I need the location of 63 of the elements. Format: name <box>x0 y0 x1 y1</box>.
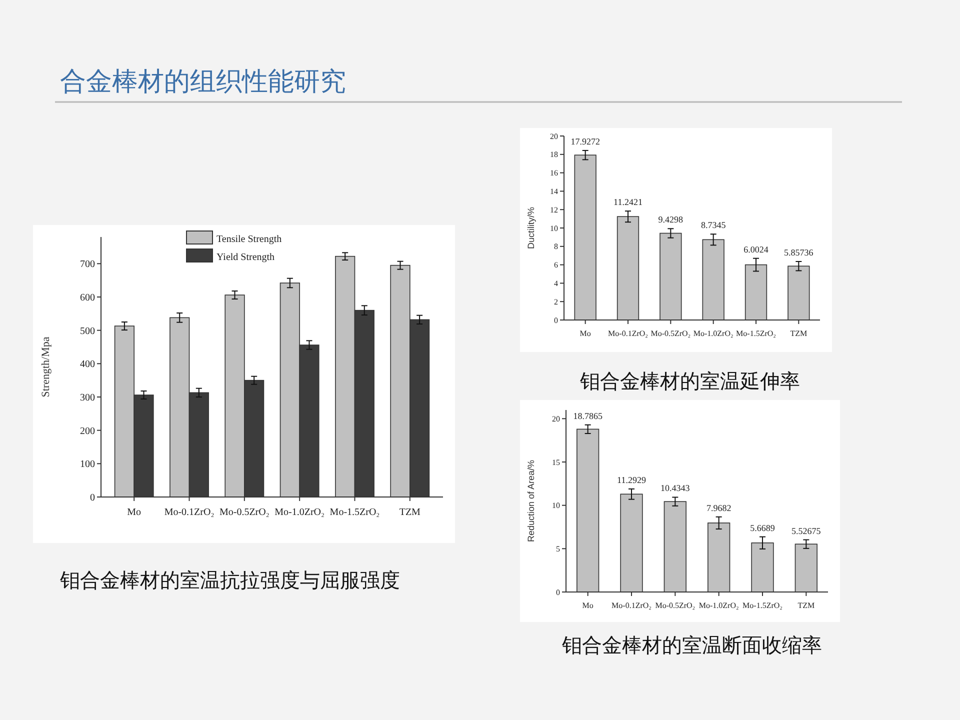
legend-label: Yield Strength <box>216 252 275 263</box>
y-tick-label: 20 <box>550 132 558 141</box>
data-label: 11.2929 <box>617 474 646 485</box>
x-tick-label: Mo-1.0ZrO₂ <box>698 601 739 610</box>
text: 钼合金棒材的室温延伸率 <box>579 370 800 393</box>
data-label: 17.9272 <box>570 136 600 146</box>
data-label: 5.85736 <box>784 248 814 258</box>
x-tick-label: TZM <box>798 601 815 610</box>
y-tick-label: 400 <box>80 359 95 370</box>
y-tick-label: 0 <box>556 588 560 597</box>
x-tick-label: Mo-1.5ZrO₂ <box>742 601 783 610</box>
y-tick-label: 700 <box>80 259 95 270</box>
x-tick-label: Mo <box>127 507 142 518</box>
y-tick-label: 16 <box>550 168 558 178</box>
y-tick-label: 6 <box>554 260 558 270</box>
data-label: 7.9682 <box>706 502 732 513</box>
y-tick-label: 200 <box>80 426 95 437</box>
y-tick-label: 20 <box>552 414 560 424</box>
data-label: 18.7865 <box>573 410 603 421</box>
text: 钼合金棒材的室温抗拉强度与屈服强度 <box>59 569 400 592</box>
y-tick-label: 8 <box>554 242 558 252</box>
y-tick-label: 15 <box>552 458 560 467</box>
x-tick-label: Mo-1.0ZrO₂ <box>693 329 734 338</box>
y-tick-label: 0 <box>90 492 95 504</box>
y-tick-label: 300 <box>80 392 95 404</box>
legend-label: Tensile Strength <box>216 234 282 245</box>
y-tick-label: 100 <box>80 459 95 470</box>
data-label: 5.6689 <box>750 522 776 533</box>
y-tick-label: 10 <box>550 224 558 233</box>
y-tick-label: 0 <box>554 316 558 325</box>
x-tick-label: Mo <box>580 329 591 338</box>
y-tick-label: 600 <box>80 292 95 304</box>
y-axis-title: Reduction of Area/% <box>526 460 536 542</box>
y-tick-label: 18 <box>550 150 558 160</box>
y-tick-label: 4 <box>554 279 558 288</box>
x-tick-label: Mo-0.1ZrO₂ <box>608 329 648 338</box>
x-tick-label: Mo-0.1ZrO₂ <box>164 507 214 518</box>
x-tick-label: Mo-0.5ZrO₂ <box>655 601 696 610</box>
x-tick-label: Mo-1.5ZrO₂ <box>330 507 380 518</box>
y-axis-title: Ductility/% <box>526 206 536 250</box>
data-label: 8.7345 <box>700 220 726 230</box>
x-tick-label: Mo-1.0ZrO₂ <box>274 507 325 518</box>
data-label: 5.52675 <box>792 526 822 536</box>
y-tick-label: 2 <box>554 297 558 306</box>
data-label: 10.4343 <box>660 483 690 494</box>
y-axis-title: Strength/Mpa <box>40 336 52 398</box>
data-label: 6.0024 <box>744 244 769 254</box>
y-tick-label: 5 <box>556 544 560 554</box>
y-tick-label: 500 <box>80 326 95 337</box>
y-tick-label: 14 <box>550 187 558 196</box>
x-tick-label: TZM <box>790 329 808 338</box>
data-label: 11.2421 <box>614 197 642 208</box>
x-tick-label: Mo-0.5ZrO₂ <box>219 507 270 518</box>
x-tick-label: Mo <box>582 601 594 610</box>
x-tick-label: Mo-0.5ZrO₂ <box>650 329 691 338</box>
text: 钼合金棒材的室温断面收缩率 <box>561 634 822 657</box>
y-tick-label: 12 <box>550 205 558 214</box>
data-label: 9.4298 <box>658 214 684 225</box>
x-tick-label: Mo-1.5ZrO₂ <box>736 329 776 338</box>
x-tick-label: TZM <box>399 507 421 518</box>
y-tick-label: 10 <box>552 501 560 510</box>
chart-title: 合金棒材的组织性能研究 <box>60 66 346 96</box>
x-tick-label: Mo-0.1ZrO₂ <box>612 601 652 610</box>
